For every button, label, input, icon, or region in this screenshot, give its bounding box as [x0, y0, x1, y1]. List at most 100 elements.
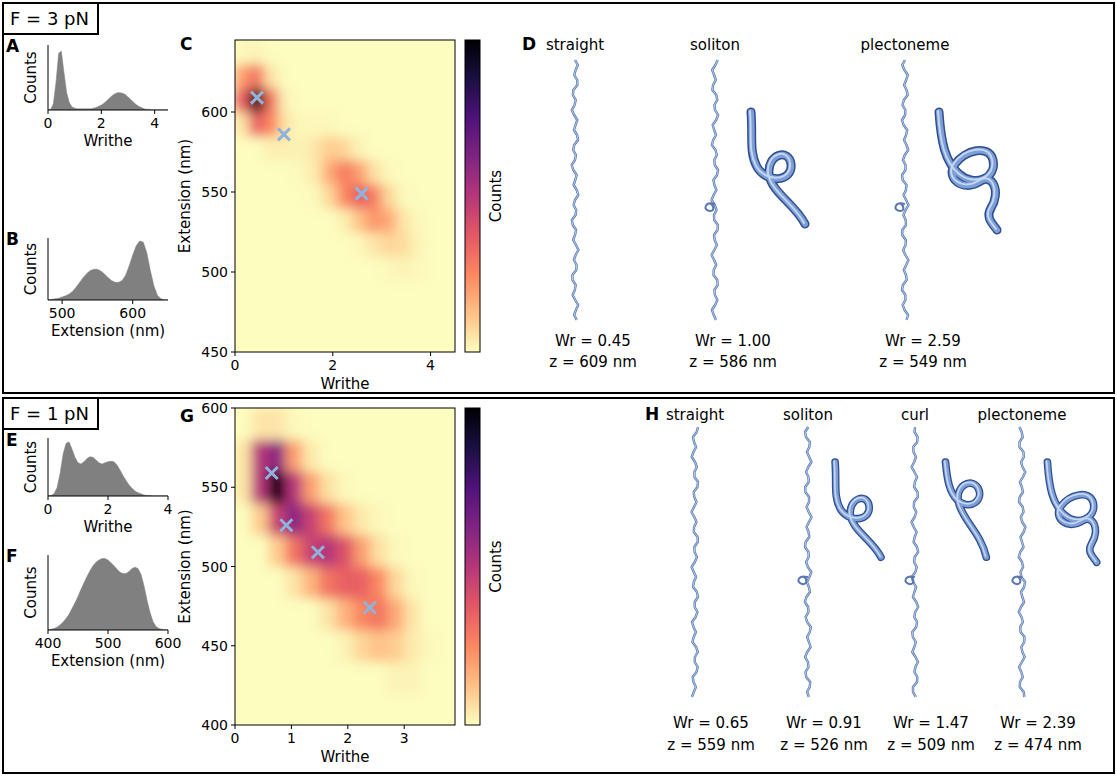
heatmap-cell	[264, 304, 280, 329]
dna-tube-outline	[946, 462, 987, 557]
heatmap-cell	[367, 160, 383, 185]
snapshot-title: straight	[546, 36, 604, 54]
heatmap-cell	[264, 112, 280, 137]
heatmap-cell	[421, 534, 439, 567]
heatmap-cell	[381, 328, 397, 353]
heatmap-cell	[370, 534, 388, 567]
marker-x	[356, 188, 368, 200]
heatmap-cell	[308, 136, 324, 161]
heatmap-cell	[249, 256, 265, 281]
panel-letter: H	[645, 404, 659, 424]
heatmap-cell	[370, 598, 388, 631]
heatmap-cell	[279, 328, 295, 353]
heatmap-cell	[336, 408, 354, 440]
heatmap-cell	[353, 534, 371, 567]
y-tick	[231, 408, 235, 409]
dna-tube-highlight	[750, 111, 804, 223]
heatmap-cell	[336, 439, 354, 472]
section-title: F = 1 pN	[10, 403, 89, 424]
heatmap-cell	[438, 566, 455, 599]
heatmap-cell	[425, 160, 441, 185]
section-title: F = 3 pN	[10, 8, 89, 29]
x-tick	[235, 725, 236, 729]
dna-strand-highlight	[912, 427, 919, 697]
heatmap-cell	[323, 304, 339, 329]
heatmap-cell	[308, 232, 324, 257]
heatmap-cell	[425, 208, 441, 233]
heatmap-cell	[293, 112, 309, 137]
heatmap-cell	[293, 208, 309, 233]
heatmap-cell	[264, 40, 280, 65]
heatmap-cell	[396, 328, 412, 353]
heatmap-cell	[387, 661, 405, 694]
heatmap-cell	[370, 471, 388, 504]
marker-x	[266, 467, 278, 479]
heatmap-cell	[302, 598, 320, 631]
x-tick	[347, 725, 348, 729]
heatmap-cell	[438, 439, 455, 472]
heatmap-cell	[235, 629, 252, 662]
heatmap-cell	[425, 232, 441, 257]
heatmap-cell	[421, 598, 439, 631]
heatmap-cell	[268, 661, 286, 694]
heatmap-cell	[387, 503, 405, 536]
y-tick-label: 600	[201, 400, 228, 416]
x-axis-title: Extension (nm)	[51, 322, 165, 340]
heatmap-cell	[438, 471, 455, 504]
heatmap-cell	[440, 160, 455, 185]
heatmap-cell	[323, 64, 339, 89]
dna-snapshot	[572, 60, 579, 320]
snapshot-extension: z = 549 nm	[879, 353, 967, 371]
panel-letter: D	[522, 34, 536, 54]
heatmap-cell	[319, 408, 337, 440]
heatmap-cell	[381, 40, 397, 65]
heatmap-cell	[387, 566, 405, 599]
heatmap-cell	[352, 112, 368, 137]
heatmap-cell	[387, 471, 405, 504]
y-axis	[48, 438, 49, 496]
dna-inset	[750, 111, 805, 224]
heatmap-cell	[264, 328, 280, 353]
colorbar-title: Counts	[487, 540, 505, 593]
heatmap-cell	[302, 408, 320, 440]
heatmap-cell	[396, 232, 412, 257]
heatmap-cell	[353, 693, 371, 725]
heatmap-cell	[293, 304, 309, 329]
heatmap-cell	[323, 88, 339, 113]
heatmap-cell	[352, 160, 368, 185]
heatmap-cell	[268, 534, 286, 567]
heatmap-cell	[381, 184, 397, 209]
heatmap-cell	[308, 304, 324, 329]
panel-letter: B	[6, 229, 19, 249]
heatmap-cell	[367, 304, 383, 329]
dna-strand	[712, 60, 719, 320]
snapshot-title: curl	[901, 406, 929, 424]
heatmap-cell	[396, 136, 412, 161]
plot-area	[48, 442, 168, 496]
dna-inset	[834, 461, 881, 557]
heatmap-cell	[235, 184, 250, 209]
heatmap-cell	[264, 232, 280, 257]
heatmap-cell	[323, 208, 339, 233]
snapshot-writhe: Wr = 2.39	[1000, 714, 1076, 732]
snapshot-extension: z = 559 nm	[667, 736, 755, 754]
heatmap-cell	[337, 184, 353, 209]
heatmap-cell	[251, 503, 269, 536]
dna-kink	[905, 576, 915, 584]
x-tick-label: 4	[150, 115, 159, 131]
density-area	[48, 241, 168, 300]
heatmap-cell	[264, 88, 280, 113]
heatmap-cell	[440, 184, 455, 209]
heatmap-cell	[425, 256, 441, 281]
marker-x	[280, 519, 292, 531]
snapshot-writhe: Wr = 1.00	[695, 332, 771, 350]
y-tick-label: 450	[201, 344, 228, 360]
heatmap-cell	[302, 629, 320, 662]
heatmap-cell	[387, 408, 405, 440]
heatmap-cell	[411, 328, 427, 353]
x-tick	[430, 352, 431, 356]
x-tick-label: 500	[49, 305, 76, 321]
heatmap-cell	[319, 661, 337, 694]
heatmap-cell	[319, 534, 337, 567]
heatmap-cell	[264, 280, 280, 305]
